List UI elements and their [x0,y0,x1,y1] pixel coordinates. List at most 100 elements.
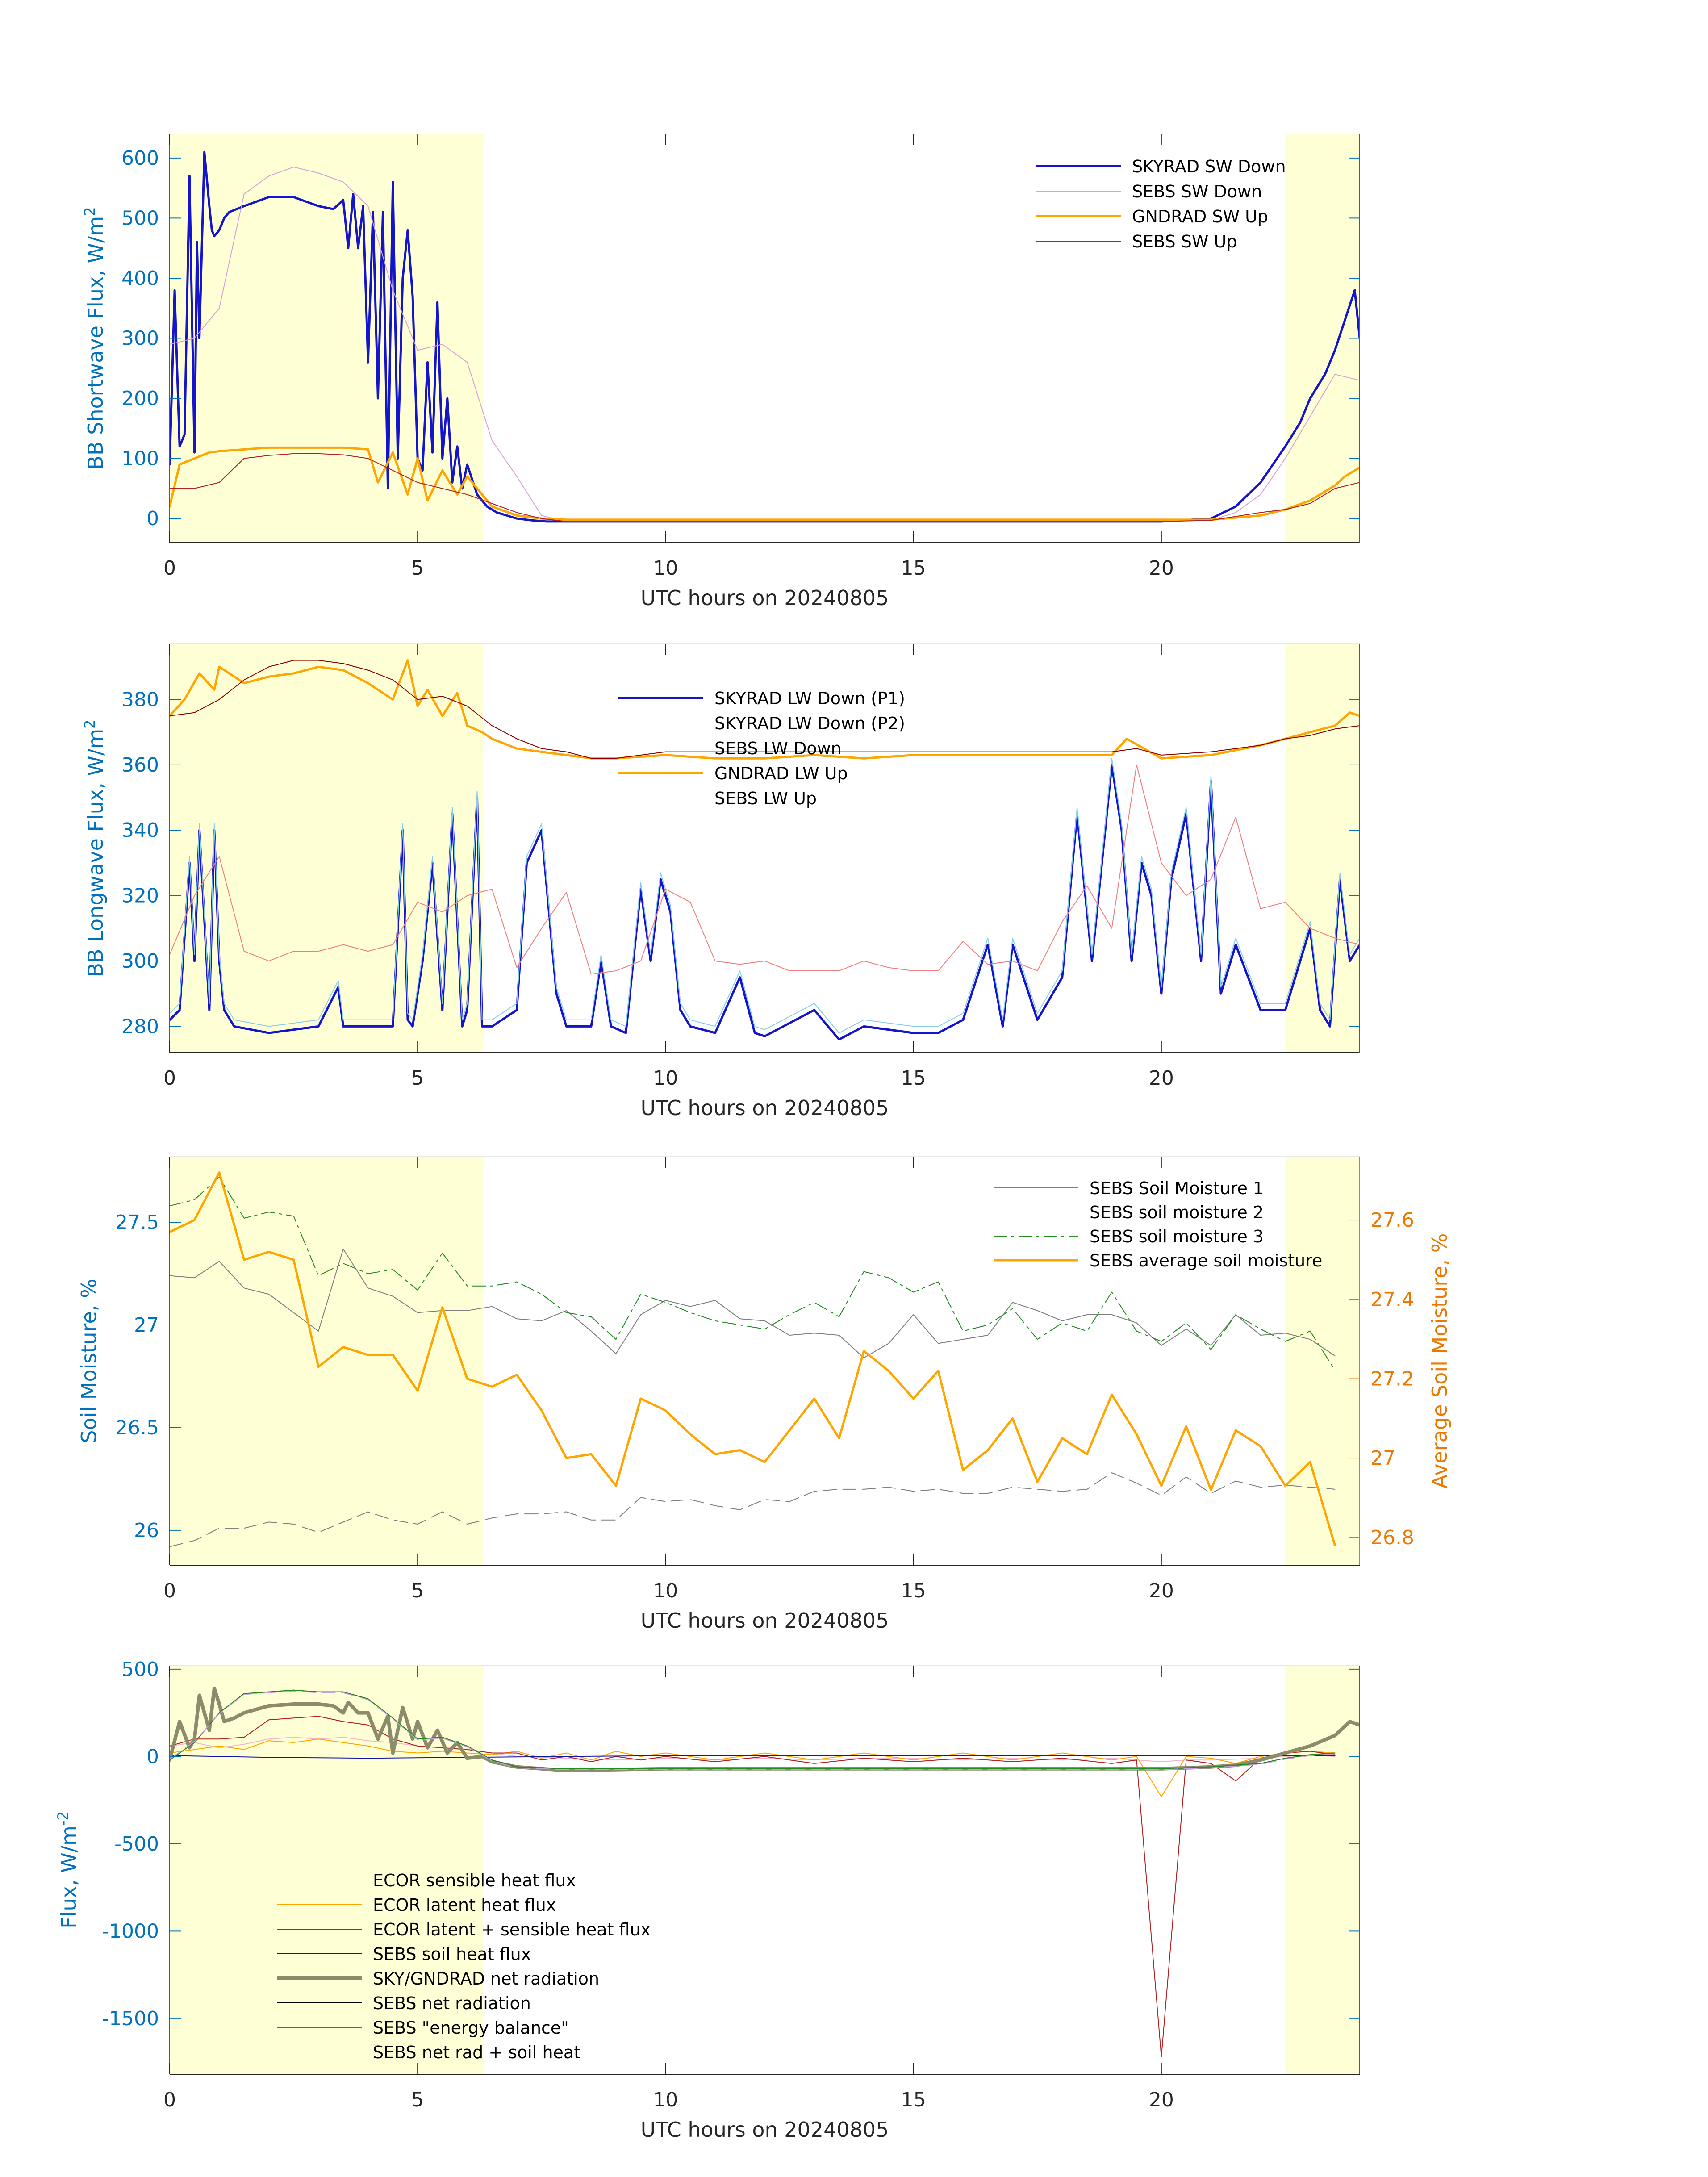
legend-entry-4: SEBS average soil moisture [1090,1251,1322,1270]
y-tick-label: 500 [121,207,159,230]
y-axis-label: Flux, W/m-2 [54,1811,81,1929]
legend-entry-2: SKYRAD LW Down (P2) [714,714,905,733]
y-tick-label: 100 [121,447,159,470]
x-tick-label: 10 [653,1579,678,1602]
legend: SKYRAD LW Down (P1) SKYRAD LW Down (P2) SE… [618,689,905,808]
series-line-2 [170,167,1360,522]
y-tick-label: 380 [121,688,159,711]
legend-entry-2: ECOR latent heat flux [373,1895,556,1915]
y-tick-label: 600 [121,147,159,170]
y-axis-label: Soil Moisture, % [77,1279,101,1443]
series-line-4 [170,453,1360,522]
legend-entry-5: SKY/GNDRAD net radiation [373,1969,599,1989]
legend-entry-3: GNDRAD SW Up [1132,207,1268,226]
x-tick-label: 20 [1149,557,1174,580]
x-tick-label: 5 [411,557,424,580]
y-tick-label: 300 [121,950,159,973]
y-axis-label: BB Longwave Flux, W/m2 [81,719,108,977]
legend: ECOR sensible heat flux ECOR latent heat … [277,1871,651,2062]
legend-entry-1: SKYRAD LW Down (P1) [714,689,905,708]
y-axis-label: BB Shortwave Flux, W/m2 [81,207,108,469]
x-tick-label: 20 [1149,1579,1174,1602]
y-right-axis-label: Average Soil Moisture, % [1428,1233,1452,1489]
series-line-2 [170,758,1360,1034]
x-axis-label: UTC hours on 20240805 [641,586,889,610]
y-axis-label-superscript: -2 [54,1811,71,1826]
x-tick-label: 0 [163,2089,176,2111]
legend-entry-2: SEBS SW Down [1132,182,1262,201]
plot-area [170,1686,1360,2057]
legend-entry-7: SEBS "energy balance" [373,2018,569,2038]
y-axis-label-superscript: 2 [81,207,98,216]
plot-area [170,150,1360,523]
y-axis-label-superscript: 2 [81,719,98,728]
y-right-tick-label: 27.6 [1370,1209,1414,1232]
y-tick-label: 0 [146,507,159,530]
y-tick-label: 26.5 [115,1417,159,1439]
series-line-1 [170,1248,1336,1358]
chart-panel-3: 0 5 10 15 20 26 26.5 27 27.5 26.8 27 27.2 27.4 27.6 UT… [77,1156,1452,1633]
y-tick-label: 500 [121,1658,159,1681]
series-line-4 [170,659,1360,760]
legend-entry-1: ECOR sensible heat flux [373,1871,576,1890]
legend: SEBS Soil Moisture 1 SEBS soil moisture 2… [994,1178,1322,1270]
x-tick-label: 10 [653,557,678,580]
legend-entry-1: SEBS Soil Moisture 1 [1090,1178,1264,1198]
y-tick-label: 27.5 [115,1211,159,1234]
night-shade-2 [1285,644,1360,1053]
legend-entry-3: ECOR latent + sensible heat flux [373,1920,651,1939]
y-tick-label: 360 [121,754,159,777]
series-line-5 [170,660,1360,759]
series-line-3 [170,446,1360,521]
series-line-4 [170,1171,1336,1547]
series-line-1 [170,1737,1336,1763]
y-tick-label: 280 [121,1015,159,1038]
series-line-4 [170,1755,1336,1759]
legend-entry-4: SEBS soil heat flux [373,1944,531,1964]
chart-panel-4: 0 5 10 15 20 -1500 -1000 -500 0 500 UTC hours on 2… [54,1658,1360,2142]
legend-entry-3: SEBS LW Down [714,739,842,758]
series-line-3 [170,764,1360,975]
x-tick-label: 20 [1149,2089,1174,2111]
y-right-tick-label: 27.4 [1370,1288,1414,1311]
series-line-8 [170,1690,1336,1770]
x-tick-label: 0 [163,1067,176,1090]
y-tick-label: -1500 [102,2007,159,2030]
y-tick-label: -1000 [102,1920,159,1943]
y-right-tick-label: 27.2 [1370,1367,1414,1390]
x-tick-label: 5 [411,2089,424,2111]
x-tick-label: 10 [653,2089,678,2111]
legend-entry-1: SKYRAD SW Down [1132,157,1286,176]
chart-panel-2: 0 5 10 15 20 280 300 320 340 360 380 UTC hours on 2… [81,643,1360,1120]
series-line-1 [170,764,1360,1041]
x-tick-label: 15 [901,2089,926,2111]
night-shade-2 [1285,1157,1360,1565]
series-line-3 [170,1177,1336,1371]
y-tick-label: 26 [134,1519,159,1542]
y-tick-label: 200 [121,387,159,410]
x-tick-label: 5 [411,1579,424,1602]
x-axis-label: UTC hours on 20240805 [641,2118,889,2142]
x-tick-label: 0 [163,557,176,580]
y-right-tick-label: 26.8 [1370,1526,1414,1549]
legend-entry-4: GNDRAD LW Up [714,764,848,783]
legend-entry-2: SEBS soil moisture 2 [1090,1203,1264,1222]
night-shade-1 [170,1666,484,2074]
y-tick-label: 400 [121,267,159,290]
y-tick-label: 340 [121,819,159,842]
x-axis-label: UTC hours on 20240805 [641,1609,889,1633]
y-tick-label: -500 [114,1833,159,1855]
y-tick-label: 300 [121,327,159,350]
legend-entry-5: SEBS LW Up [714,789,817,808]
x-tick-label: 15 [901,557,926,580]
legend-entry-8: SEBS net rad + soil heat [373,2043,580,2062]
series-line-2 [170,1472,1336,1547]
legend-entry-3: SEBS soil moisture 3 [1090,1227,1264,1246]
x-tick-label: 10 [653,1067,678,1090]
series-line-7 [170,1689,1336,1769]
night-shade-2 [1285,1666,1360,2074]
plot-area [170,1171,1336,1547]
y-tick-label: 0 [146,1745,159,1768]
x-tick-label: 15 [901,1067,926,1090]
